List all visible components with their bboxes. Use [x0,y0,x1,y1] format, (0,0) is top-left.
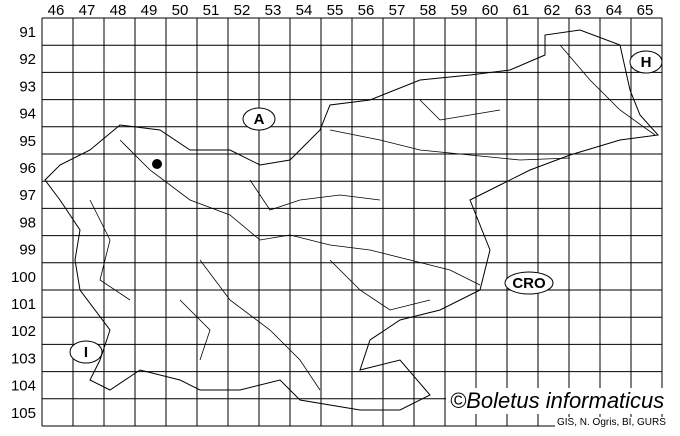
row-label: 97 [19,187,36,204]
svg-text:CRO: CRO [512,275,546,292]
column-label: 50 [172,2,189,19]
row-label: 102 [11,323,36,340]
data-source: GIS, N. Ogris, BI, GURS [555,417,668,428]
row-label: 100 [11,269,36,286]
column-label: 57 [389,2,406,19]
column-label: 52 [234,2,251,19]
row-label: 101 [11,296,36,313]
column-label: 46 [48,2,65,19]
record-dot[interactable] [152,159,162,169]
column-labels: 46 47 48 49 50 51 52 53 54 55 56 57 58 59 60 61 62 63 64 65 [48,2,654,19]
column-label: 63 [575,2,592,19]
region-label-hungary: H [629,50,663,74]
column-label: 62 [544,2,561,19]
column-label: 59 [451,2,468,19]
column-label: 53 [265,2,282,19]
copyright-credit: ©Boletus informaticus [446,388,669,414]
svg-text:I: I [84,344,88,361]
row-label: 99 [19,242,36,259]
row-label: 104 [11,378,36,395]
column-label: 64 [606,2,623,19]
region-label-croatia: CRO [504,271,554,295]
rivers [89,44,656,391]
row-label: 93 [19,78,36,95]
column-label: 48 [110,2,127,19]
column-label: 56 [358,2,375,19]
row-label: 103 [11,350,36,367]
region-label-austria: A [242,107,276,131]
column-label: 51 [203,2,220,19]
row-label: 91 [19,24,36,41]
row-label: 98 [19,214,36,231]
row-label: 105 [11,405,36,422]
svg-text:H: H [641,54,652,71]
row-label: 96 [19,160,36,177]
column-label: 54 [296,2,313,19]
column-label: 58 [420,2,437,19]
column-label: 65 [637,2,654,19]
grid [41,17,663,427]
row-label: 95 [19,133,36,150]
region-label-italy: I [69,340,103,364]
column-label: 61 [513,2,530,19]
svg-text:A: A [254,111,265,128]
row-label: 92 [19,51,36,68]
column-label: 49 [141,2,158,19]
column-label: 47 [79,2,96,19]
row-label: 94 [19,106,36,123]
row-labels: 91 92 93 94 95 96 97 98 99 100 101 102 103 104 105 [11,24,36,422]
column-label: 55 [327,2,344,19]
column-label: 60 [482,2,499,19]
country-border [44,29,660,411]
